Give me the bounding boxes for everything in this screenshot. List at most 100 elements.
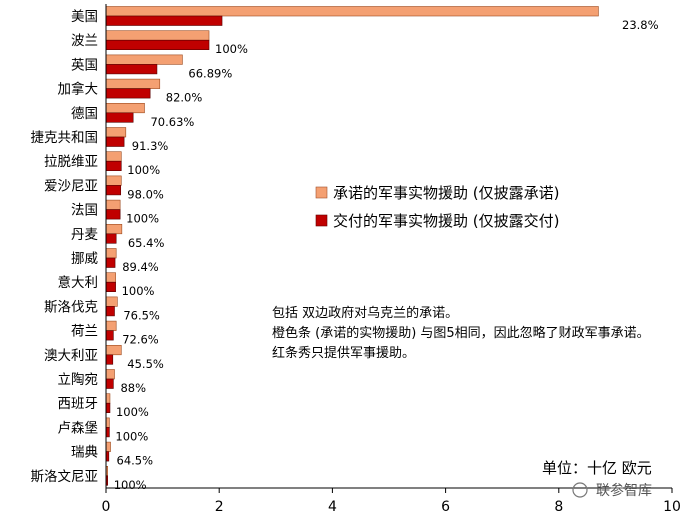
- bar-delivered: [105, 330, 114, 341]
- data-label: 100%: [127, 163, 160, 177]
- bar-delivered: [105, 88, 151, 99]
- x-tick-label: 0: [102, 499, 111, 515]
- legend-label-committed: 承诺的军事实物援助 (仅披露承诺): [333, 184, 559, 202]
- category-label: 丹麦: [71, 227, 98, 243]
- x-tick-label: 10: [663, 499, 681, 515]
- data-label: 100%: [116, 405, 149, 419]
- note-line-3: 红条秀只提供军事援助。: [272, 345, 415, 361]
- data-label: 82.0%: [166, 91, 203, 105]
- bar-delivered: [105, 209, 121, 220]
- category-label: 西班牙: [58, 396, 99, 412]
- bar-delivered: [105, 160, 122, 171]
- note-line-1: 包括 双边政府对乌克兰的承诺。: [272, 305, 458, 321]
- bar-committed: [105, 320, 117, 331]
- category-label: 荷兰: [71, 324, 98, 340]
- category-label: 爱沙尼亚: [44, 178, 98, 194]
- bar-committed: [105, 127, 127, 138]
- data-label: 88%: [120, 381, 146, 395]
- x-axis-ticks: 0 2 4 6 8 10: [102, 488, 681, 515]
- bar-committed: [105, 344, 122, 356]
- bar-delivered: [105, 427, 110, 438]
- bar-delivered: [105, 185, 122, 196]
- category-labels: 美国波兰英国加拿大德国捷克共和国拉脱维亚爱沙尼亚法国丹麦挪威意大利斯洛伐克荷兰澳…: [31, 9, 99, 485]
- legend-swatch-delivered: [315, 214, 328, 227]
- bar-committed: [105, 224, 123, 235]
- bar-delivered: [105, 257, 116, 268]
- bar-committed: [105, 248, 117, 259]
- bar-committed: [105, 151, 122, 162]
- wechat-icon: [572, 482, 588, 498]
- data-label: 100%: [115, 429, 148, 443]
- data-label: 64.5%: [117, 454, 154, 468]
- data-label: 23.8%: [622, 18, 659, 32]
- unit-label: 单位：十亿 欧元: [542, 459, 652, 477]
- data-label: 100%: [122, 284, 155, 298]
- bar-delivered: [105, 306, 115, 317]
- bar-committed: [105, 199, 121, 210]
- data-label: 70.63%: [150, 115, 194, 129]
- bar-committed: [105, 441, 111, 452]
- bar-committed: [105, 78, 161, 89]
- data-label: 98.0%: [127, 187, 164, 201]
- legend-swatch-committed: [315, 186, 328, 199]
- bar-delivered: [105, 112, 134, 123]
- bar-committed: [105, 417, 110, 428]
- category-label: 立陶宛: [58, 372, 99, 388]
- notes: 包括 双边政府对乌克兰的承诺。 橙色条 (承诺的实物援助) 与图5相同，因此忽略…: [272, 305, 650, 361]
- category-label: 德国: [71, 106, 98, 122]
- bar-committed: [105, 54, 183, 65]
- bar-delivered: [105, 136, 125, 147]
- watermark-text: 联参智库: [596, 482, 652, 499]
- bar-committed: [105, 369, 115, 380]
- bar-delivered: [105, 354, 114, 365]
- bar-committed: [105, 393, 111, 404]
- legend-label-delivered: 交付的军事实物援助 (仅披露交付): [333, 212, 559, 230]
- data-labels: 23.8% 100% 66.89% 82.0% 70.63% 91.3% 100% 98.0%…: [114, 18, 659, 492]
- category-label: 捷克共和国: [31, 130, 99, 146]
- category-label: 法国: [71, 203, 98, 219]
- data-label: 100%: [114, 478, 147, 492]
- bar-delivered: [105, 39, 210, 51]
- category-label: 挪威: [71, 251, 98, 267]
- category-label: 英国: [71, 56, 98, 73]
- data-label: 66.89%: [188, 66, 232, 80]
- category-label: 瑞典: [71, 445, 98, 461]
- bar-delivered: [105, 233, 117, 244]
- x-tick-label: 4: [328, 499, 337, 515]
- data-label: 89.4%: [122, 260, 159, 274]
- bar-delivered: [105, 64, 158, 75]
- category-label: 波兰: [71, 33, 98, 49]
- data-label: 72.6%: [122, 333, 159, 347]
- bar-delivered: [105, 378, 114, 389]
- category-label: 加拿大: [58, 81, 99, 98]
- bar-delivered: [105, 15, 223, 26]
- category-label: 斯洛伐克: [44, 299, 98, 315]
- x-tick-label: 6: [441, 499, 450, 515]
- bar-delivered: [105, 402, 111, 414]
- bar-committed: [105, 30, 210, 41]
- category-label: 卢森堡: [58, 420, 99, 436]
- data-label: 76.5%: [123, 308, 160, 322]
- data-label: 100%: [215, 42, 248, 56]
- category-label: 澳大利亚: [44, 348, 98, 364]
- bar-committed: [105, 296, 118, 307]
- bar-committed: [105, 103, 145, 114]
- bars-layer: [105, 6, 599, 486]
- legend: 承诺的军事实物援助 (仅披露承诺) 交付的军事实物援助 (仅披露交付): [315, 184, 559, 230]
- bar-committed: [105, 6, 599, 17]
- bar-delivered: [105, 281, 116, 293]
- note-line-2: 橙色条 (承诺的实物援助) 与图5相同，因此忽略了财政军事承诺。: [272, 325, 650, 341]
- watermark: 联参智库: [572, 482, 652, 499]
- category-label: 拉脱维亚: [44, 154, 98, 170]
- data-label: 91.3%: [132, 139, 169, 153]
- category-label: 意大利: [58, 274, 99, 291]
- category-label: 斯洛文尼亚: [31, 469, 99, 485]
- x-tick-label: 2: [215, 499, 224, 515]
- category-label: 美国: [71, 9, 98, 25]
- data-label: 100%: [126, 212, 159, 226]
- data-label: 65.4%: [128, 236, 165, 250]
- bar-committed: [105, 272, 116, 283]
- bar-committed: [105, 175, 122, 186]
- data-label: 45.5%: [127, 357, 164, 371]
